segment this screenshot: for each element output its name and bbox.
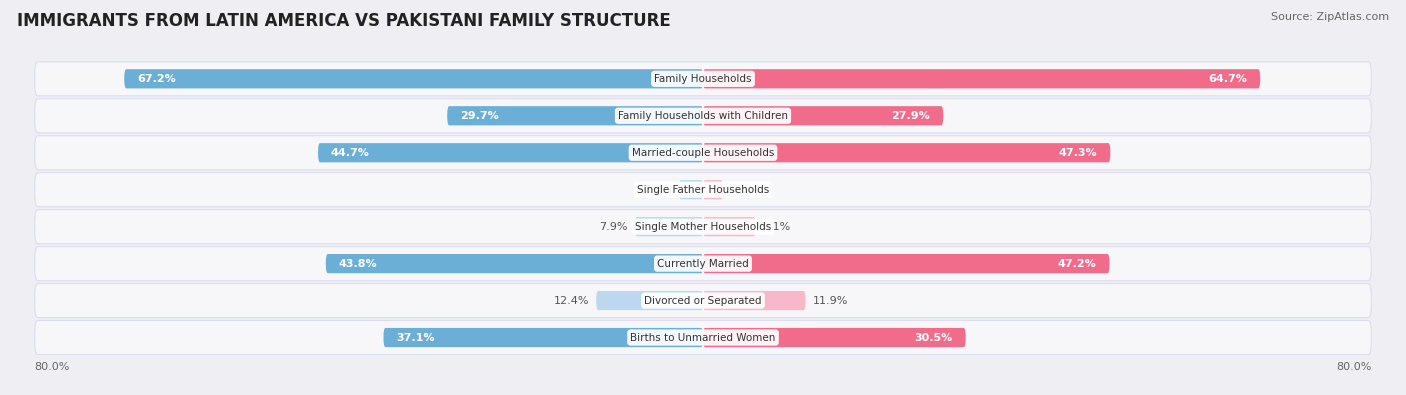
Text: IMMIGRANTS FROM LATIN AMERICA VS PAKISTANI FAMILY STRUCTURE: IMMIGRANTS FROM LATIN AMERICA VS PAKISTA… [17,12,671,30]
Text: Family Households with Children: Family Households with Children [619,111,787,121]
Text: 27.9%: 27.9% [891,111,931,121]
Text: 80.0%: 80.0% [35,361,70,372]
Text: Source: ZipAtlas.com: Source: ZipAtlas.com [1271,12,1389,22]
Text: 7.9%: 7.9% [599,222,628,231]
FancyBboxPatch shape [703,254,1109,273]
FancyBboxPatch shape [703,180,723,199]
Text: 67.2%: 67.2% [138,74,176,84]
FancyBboxPatch shape [703,106,943,125]
Text: 47.2%: 47.2% [1057,259,1097,269]
FancyBboxPatch shape [35,210,1371,244]
FancyBboxPatch shape [703,328,966,347]
Text: Married-couple Households: Married-couple Households [631,148,775,158]
FancyBboxPatch shape [35,284,1371,318]
FancyBboxPatch shape [35,320,1371,355]
FancyBboxPatch shape [703,291,806,310]
FancyBboxPatch shape [124,69,703,88]
FancyBboxPatch shape [35,246,1371,280]
Text: Births to Unmarried Women: Births to Unmarried Women [630,333,776,342]
FancyBboxPatch shape [35,136,1371,170]
FancyBboxPatch shape [35,173,1371,207]
Text: 37.1%: 37.1% [396,333,434,342]
Text: 6.1%: 6.1% [762,222,790,231]
Text: 12.4%: 12.4% [554,295,589,306]
Text: 64.7%: 64.7% [1208,74,1247,84]
Text: Family Households: Family Households [654,74,752,84]
Text: Currently Married: Currently Married [657,259,749,269]
Text: 80.0%: 80.0% [1336,361,1371,372]
Text: 11.9%: 11.9% [813,295,848,306]
FancyBboxPatch shape [703,217,755,236]
Text: 44.7%: 44.7% [330,148,370,158]
FancyBboxPatch shape [596,291,703,310]
FancyBboxPatch shape [35,99,1371,133]
Text: 43.8%: 43.8% [339,259,377,269]
Text: Divorced or Separated: Divorced or Separated [644,295,762,306]
FancyBboxPatch shape [318,143,703,162]
Text: 47.3%: 47.3% [1059,148,1098,158]
FancyBboxPatch shape [35,62,1371,96]
Text: 30.5%: 30.5% [914,333,953,342]
Text: 2.3%: 2.3% [730,185,758,195]
Text: 2.8%: 2.8% [644,185,672,195]
Text: Single Father Households: Single Father Households [637,185,769,195]
FancyBboxPatch shape [703,69,1260,88]
FancyBboxPatch shape [447,106,703,125]
FancyBboxPatch shape [679,180,703,199]
FancyBboxPatch shape [636,217,703,236]
Text: 29.7%: 29.7% [460,111,499,121]
FancyBboxPatch shape [384,328,703,347]
Text: Single Mother Households: Single Mother Households [636,222,770,231]
FancyBboxPatch shape [703,143,1111,162]
FancyBboxPatch shape [326,254,703,273]
